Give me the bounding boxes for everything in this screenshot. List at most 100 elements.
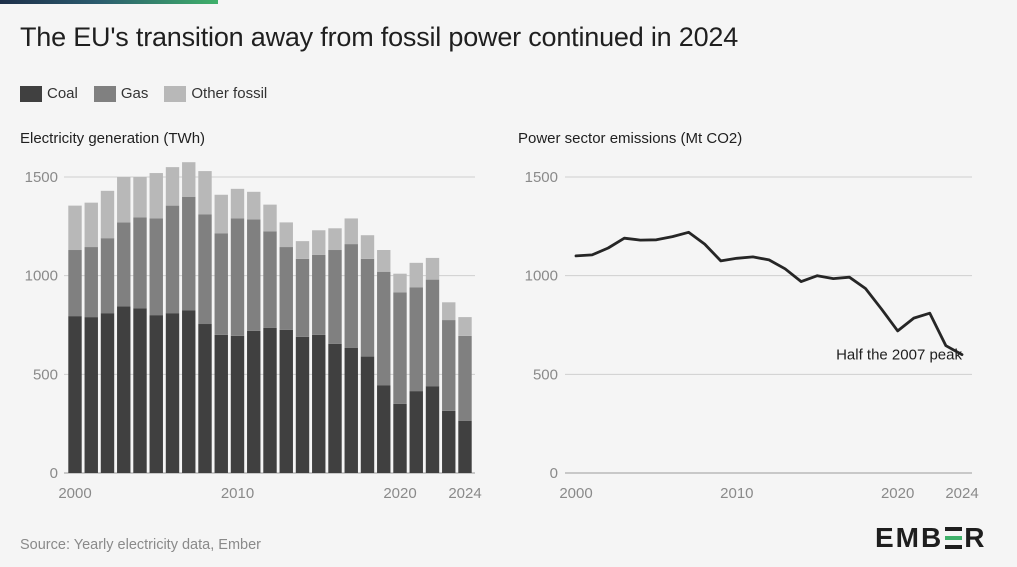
bar-coal-2022 [425,386,440,473]
bar-coal-2023 [442,410,456,473]
chart-legend: Coal Gas Other fossil [20,85,283,102]
bar-gas-2017 [344,244,358,348]
bar-coal-2006 [165,313,180,473]
bar-other-fossil-2020 [393,273,407,293]
bar-gas-2016 [328,250,342,344]
bar-coal-2021 [409,391,423,473]
bar-other-fossil-2016 [328,228,342,251]
emi-x-tick-2024: 2024 [945,485,978,502]
emi-x-tick-2020: 2020 [881,485,914,502]
bar-gas-2012 [263,231,277,328]
bar-other-fossil-2009 [214,194,228,234]
emi-y-tick-500: 500 [533,366,558,383]
emissions-chart-title: Power sector emissions (Mt CO2) [518,130,743,147]
gen-y-tick-500: 500 [33,366,58,383]
bar-coal-2020 [393,403,407,473]
bar-coal-2008 [198,324,212,473]
bar-coal-2015 [312,334,326,473]
bar-coal-2019 [377,385,391,473]
emissions-line-chart: 0 500 1000 1500 2000 2010 2020 2024 Half the 200… [525,169,979,502]
legend-swatch-other-fossil [164,85,187,102]
bar-gas-2019 [377,271,391,386]
gen-y-tick-1000: 1000 [25,268,58,285]
bar-other-fossil-2011 [247,191,261,220]
generation-chart-title: Electricity generation (TWh) [20,130,206,147]
emi-x-tick-2010: 2010 [720,485,753,502]
bar-coal-2014 [295,336,310,473]
bar-gas-2005 [149,218,163,316]
bar-other-fossil-2022 [425,257,440,280]
gen-x-tick-2000: 2000 [58,485,91,502]
legend-item-gas: Gas [93,85,149,102]
bar-coal-2011 [247,330,261,473]
emissions-annotation: Half the 2007 peak [836,347,962,364]
bar-coal-2018 [360,356,375,473]
bar-coal-2003 [117,306,131,473]
logo-text-start: EMB [875,522,944,553]
bar-gas-2021 [409,287,423,392]
bar-other-fossil-2007 [182,162,196,197]
bar-other-fossil-2010 [230,188,245,219]
bar-other-fossil-2018 [360,235,375,259]
generation-bar-chart: 0 500 1000 1500 2000 2010 2020 2024 [25,162,482,502]
bar-coal-2002 [100,313,115,473]
legend-swatch-gas [93,85,116,102]
bar-gas-2018 [360,258,375,357]
bar-other-fossil-2015 [312,230,326,255]
bar-coal-2001 [84,317,98,473]
bar-gas-2023 [442,320,456,411]
bar-coal-2017 [344,347,358,473]
bar-gas-2022 [425,279,440,387]
logo-e-mark [945,527,963,549]
bar-other-fossil-2021 [409,262,423,288]
bar-gas-2011 [247,219,261,331]
bar-gas-2010 [230,218,245,336]
bar-coal-2004 [133,308,147,473]
bar-gas-2008 [198,214,212,325]
bar-other-fossil-2023 [442,302,456,321]
ember-logo: EMB R [875,522,986,554]
top-accent-bar [0,0,218,4]
bar-other-fossil-2001 [84,202,98,248]
source-note: Source: Yearly electricity data, Ember [20,537,261,553]
bar-coal-2010 [230,335,245,473]
bar-gas-2020 [393,292,407,404]
bar-other-fossil-2005 [149,173,163,219]
bar-gas-2009 [214,233,228,335]
gen-x-tick-2020: 2020 [383,485,416,502]
bar-coal-2024 [458,420,472,473]
bar-gas-2024 [458,335,472,421]
bar-other-fossil-2012 [263,204,277,232]
page-title: The EU's transition away from fossil pow… [20,22,739,52]
bar-other-fossil-2000 [68,205,82,251]
bar-gas-2014 [295,258,310,337]
legend-item-coal: Coal [20,85,78,102]
emi-y-tick-1000: 1000 [525,268,558,285]
bar-coal-2009 [214,334,228,473]
bar-gas-2006 [165,205,180,314]
bar-other-fossil-2024 [458,317,472,336]
bar-gas-2000 [68,250,82,317]
bar-other-fossil-2013 [279,222,293,248]
legend-label-gas: Gas [120,85,149,102]
bar-coal-2007 [182,310,196,473]
bar-coal-2016 [328,343,342,473]
bar-gas-2001 [84,247,98,318]
legend-swatch-coal [20,85,42,102]
emissions-line-0 [574,230,964,357]
gen-y-tick-1500: 1500 [25,169,58,186]
bar-other-fossil-2017 [344,218,358,245]
bar-coal-2005 [149,315,163,473]
bar-gas-2007 [182,196,196,311]
bar-gas-2004 [133,217,147,309]
legend-item-other-fossil: Other fossil [164,85,267,102]
legend-label-coal: Coal [47,85,78,102]
bar-gas-2003 [117,222,131,307]
bar-other-fossil-2006 [165,167,180,206]
bar-coal-2012 [263,327,277,473]
logo-text-end: R [964,522,987,553]
bar-gas-2015 [312,254,326,335]
bar-gas-2013 [279,247,293,330]
bar-other-fossil-2019 [377,250,391,272]
